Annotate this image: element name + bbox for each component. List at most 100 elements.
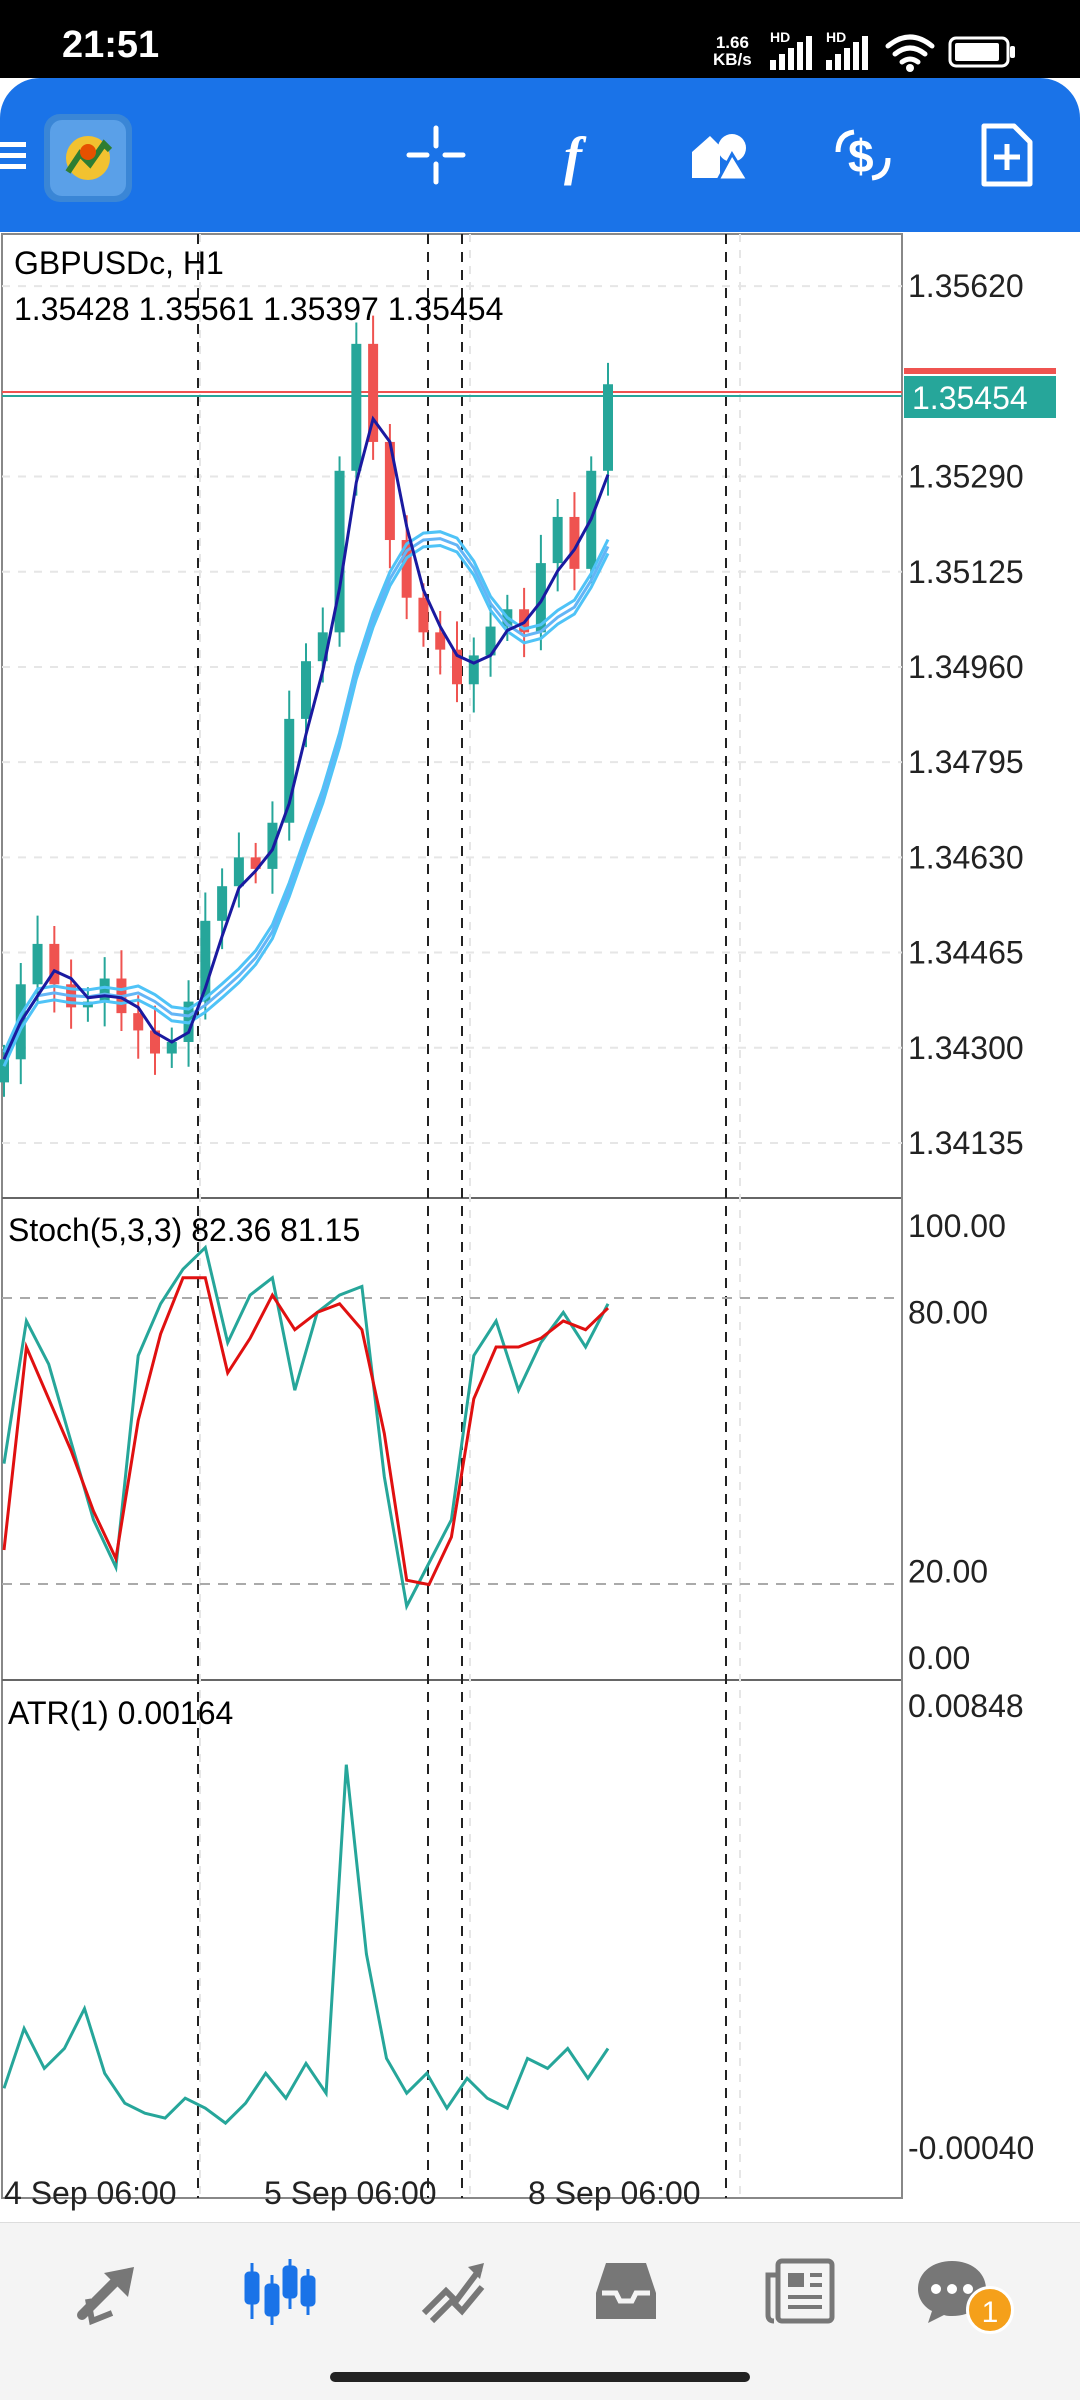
time-label: 5 Sep 06:00: [264, 2175, 437, 2211]
atr-series-line: [2, 1764, 610, 2126]
candle-body: [452, 649, 462, 685]
candle-body: [485, 626, 496, 656]
nav-quotes[interactable]: [70, 2251, 150, 2331]
candle-body: [535, 563, 546, 633]
network-speed: 1.66 KB/s: [713, 34, 752, 68]
quotes-icon: [77, 2267, 134, 2326]
signal-2-label: HD: [826, 29, 846, 45]
moving-averages: [2, 415, 610, 1067]
price-tick: 1.34960: [908, 649, 1024, 685]
top-toolbar: f $: [0, 78, 1080, 232]
status-icons: HD HD: [770, 29, 1015, 72]
price-tick: 1.35125: [908, 554, 1024, 590]
battery-icon: [948, 36, 1015, 68]
ma-slow: [2, 537, 610, 1060]
price-tick: 1.34795: [908, 744, 1024, 780]
nav-chart[interactable]: [240, 2251, 320, 2331]
crosshair-icon[interactable]: [403, 122, 469, 188]
candle-body: [418, 597, 429, 633]
svg-text:$: $: [848, 130, 874, 182]
candle-body: [233, 857, 244, 887]
price-tick: 1.35620: [908, 268, 1024, 304]
indicators-icon[interactable]: f: [546, 122, 612, 188]
ma-slow-upper: [2, 530, 610, 1054]
trade-icon[interactable]: $: [830, 122, 896, 188]
atr-scale: 0.00848 -0.00040: [908, 1688, 1034, 2166]
price-tick: 1.34300: [908, 1030, 1024, 1066]
candle-body: [301, 661, 311, 719]
symbol-label: GBPUSDc, H1: [14, 245, 224, 281]
chart-icon: [244, 2259, 316, 2325]
time-axis: 4 Sep 06:00 5 Sep 06:00 8 Sep 06:00: [4, 2175, 701, 2211]
candle-body: [133, 1013, 144, 1031]
nav-trade[interactable]: [414, 2251, 494, 2331]
objects-icon[interactable]: [688, 122, 754, 188]
signal-icon: [826, 36, 868, 70]
signal-icon: [770, 36, 812, 70]
current-price: 1.35454: [912, 380, 1028, 416]
time-label: 4 Sep 06:00: [4, 2175, 177, 2211]
new-order-icon[interactable]: [974, 122, 1040, 188]
ohlc-label: 1.35428 1.35561 1.35397 1.35454: [14, 291, 503, 327]
network-speed-unit: KB/s: [713, 50, 752, 69]
candle-body: [384, 441, 395, 541]
candle-body: [435, 632, 446, 650]
candle-body: [150, 1030, 160, 1054]
nav-history[interactable]: [586, 2251, 666, 2331]
history-icon: [596, 2263, 656, 2319]
stoch-tick: 80.00: [908, 1294, 988, 1330]
candle-body: [368, 343, 379, 442]
candle-body: [552, 516, 563, 564]
home-indicator[interactable]: [330, 2372, 750, 2382]
price-tick: 1.34630: [908, 839, 1024, 875]
atr-tick: 0.00848: [908, 1688, 1024, 1724]
stoch-main-line: [2, 1244, 610, 1611]
candle-body: [250, 857, 261, 869]
stoch-signal-line: [2, 1276, 610, 1587]
nav-news[interactable]: [760, 2251, 840, 2331]
atr-line: [2, 1764, 610, 2126]
chart-svg[interactable]: GBPUSDc, H1 1.35428 1.35561 1.35397 1.35…: [0, 232, 1080, 2222]
stoch-tick: 20.00: [908, 1554, 988, 1590]
candles: [0, 315, 613, 1097]
candle-body: [99, 978, 110, 1002]
candle-body: [200, 920, 211, 1002]
current-price-box: [904, 376, 1056, 418]
stochastic-lines: [2, 1244, 610, 1611]
atr-label: ATR(1) 0.00164: [8, 1695, 233, 1731]
candle-body: [166, 1041, 177, 1054]
candle-body: [569, 516, 580, 569]
candle-body: [603, 384, 613, 471]
chart-area[interactable]: GBPUSDc, H1 1.35428 1.35561 1.35397 1.35…: [0, 232, 1080, 2222]
svg-text:f: f: [564, 126, 587, 186]
candle-body: [468, 655, 479, 685]
news-icon: [765, 2258, 835, 2324]
trade-icon: [421, 2263, 485, 2324]
menu-icon[interactable]: [0, 122, 30, 188]
status-bar: 21:51 1.66 KB/s HD HD: [0, 0, 1080, 78]
app-logo[interactable]: [44, 114, 132, 202]
candle-body: [351, 343, 362, 471]
network-speed-value: 1.66: [715, 33, 749, 52]
candle-body: [317, 632, 328, 662]
stoch-tick: 0.00: [908, 1640, 970, 1676]
bottom-navigation: [0, 2222, 1080, 2400]
candle-body: [32, 943, 43, 985]
time-label: 8 Sep 06:00: [528, 2175, 701, 2211]
candle-body: [49, 943, 60, 985]
candle-body: [284, 718, 295, 823]
candle-body: [0, 1059, 9, 1083]
price-tick: 1.34135: [908, 1125, 1024, 1161]
candle-body: [334, 470, 345, 633]
price-tick: 1.34465: [908, 935, 1024, 971]
messages-badge: 1: [966, 2286, 1014, 2334]
signal-1-label: HD: [770, 29, 790, 45]
ma-fast: [2, 415, 610, 1060]
stoch-scale: 100.00 80.00 20.00 0.00: [908, 1208, 1006, 1676]
ask-price-marker: [904, 368, 1056, 374]
status-time: 21:51: [62, 24, 160, 66]
atr-tick: -0.00040: [908, 2130, 1034, 2166]
stoch-label: Stoch(5,3,3) 82.36 81.15: [8, 1212, 360, 1248]
candle-body: [401, 540, 412, 598]
price-tick: 1.35290: [908, 459, 1024, 495]
